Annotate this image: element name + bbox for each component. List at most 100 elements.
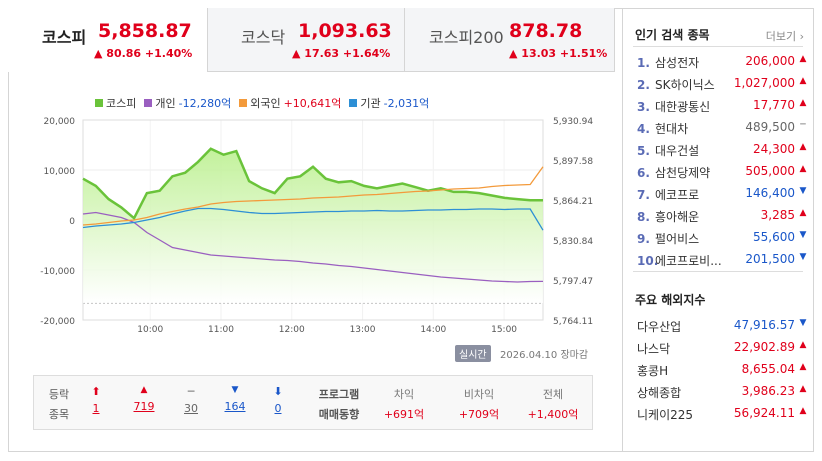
- world-title: 주요 해외지수: [635, 293, 706, 307]
- stock-name: SK하이닉스: [655, 78, 715, 92]
- index-price: 8,655.04: [741, 362, 795, 376]
- more-link[interactable]: 더보기 ›: [765, 30, 804, 43]
- y-left-tick-label: -20,000: [40, 317, 75, 327]
- tab-change: ▲ 80.86 +1.40%: [94, 47, 193, 60]
- index-price: 56,924.11: [733, 406, 795, 420]
- limit-down-count[interactable]: ⬇ 0: [273, 385, 283, 415]
- up-arrow-icon: ▲: [799, 164, 807, 174]
- popular-stock-item[interactable]: 10.에코프로비... 201,500 ▼: [637, 252, 806, 269]
- up-arrow-icon: ▲: [799, 98, 807, 108]
- tab-value: 1,093.63: [298, 20, 392, 42]
- popular-stock-item[interactable]: 5. 대우건설 24,300 ▲: [637, 142, 806, 159]
- chevron-right-icon: ›: [796, 30, 804, 43]
- index-price: 47,916.57: [733, 318, 795, 332]
- world-index-item[interactable]: 상해종합 3,986.23 ▲: [637, 384, 806, 401]
- tab-kospi200[interactable]: 코스피200 878.78 ▲ 13.03 +1.51%: [405, 8, 615, 72]
- down-arrow-icon: ▼: [799, 186, 807, 196]
- rank-number: 7.: [637, 188, 650, 202]
- market-stats: 등락 종목 ⬆ 1 ▲ 719 ─ 30 ▼ 164 ⬇ 0 프로그램 매매동향 차익 +691…: [33, 375, 593, 430]
- rank-number: 3.: [637, 100, 650, 114]
- realtime-badge: 실시간: [455, 345, 491, 362]
- up-arrow-icon: ▲: [799, 340, 807, 350]
- tab-kosdaq[interactable]: 코스닥 1,093.63 ▲ 17.63 +1.64%: [208, 8, 405, 72]
- rank-number: 5.: [637, 144, 650, 158]
- up-arrow-icon: ▲: [799, 208, 807, 218]
- program-total: 전체 +1,400억: [527, 388, 579, 421]
- up-count[interactable]: ▲ 719: [133, 385, 155, 413]
- legend-kospi[interactable]: 코스피: [95, 95, 136, 111]
- legend-swatch: [95, 99, 103, 107]
- stats-label: 등락 종목: [48, 388, 70, 421]
- y-right-tick-label: 5,830.84: [553, 237, 593, 247]
- popular-stock-item[interactable]: 2. SK하이닉스 1,027,000 ▲: [637, 76, 806, 93]
- popular-title: 인기 검색 종목: [635, 28, 710, 42]
- tab-change: ▲ 17.63 +1.64%: [292, 47, 391, 60]
- stock-price: 489,500: [745, 120, 795, 134]
- stock-name: 펄어비스: [655, 232, 700, 246]
- tab-value: 878.78: [509, 20, 583, 42]
- stock-name: 대한광통신: [655, 100, 711, 114]
- popular-stock-item[interactable]: 6. 삼천당제약 505,000 ▲: [637, 164, 806, 181]
- flat-count[interactable]: ─ 30: [184, 385, 198, 415]
- up-arrow-icon: ▲: [799, 406, 807, 416]
- popular-stock-item[interactable]: 4. 현대차 489,500 ─: [637, 120, 806, 137]
- y-right-tick-label: 5,897.58: [553, 157, 593, 167]
- x-tick-label: 11:00: [208, 325, 234, 332]
- rank-number: 9.: [637, 232, 650, 246]
- stock-name: 흥아해운: [655, 210, 700, 224]
- index-name: 홍콩H: [637, 364, 669, 378]
- legend-individual[interactable]: 개인 -12,280억: [144, 95, 231, 111]
- index-price: 22,902.89: [733, 340, 795, 354]
- popular-stock-item[interactable]: 1. 삼성전자 206,000 ▲: [637, 54, 806, 71]
- x-tick-label: 15:00: [491, 325, 517, 332]
- stock-price: 24,300: [753, 142, 795, 156]
- popular-stock-item[interactable]: 3. 대한광통신 17,770 ▲: [637, 98, 806, 115]
- limit-up-count[interactable]: ⬆ 1: [91, 385, 101, 415]
- down-arrow-icon: ▼: [799, 318, 807, 328]
- world-index-item[interactable]: 나스닥 22,902.89 ▲: [637, 340, 806, 357]
- tab-value: 5,858.87: [98, 20, 192, 42]
- x-tick-label: 13:00: [350, 325, 376, 332]
- world-index-item[interactable]: 다우산업 47,916.57 ▼: [637, 318, 806, 335]
- rank-number: 4.: [637, 122, 650, 136]
- legend-institution[interactable]: 기관 -2,031억: [349, 95, 429, 111]
- chart-date: 2026.04.10 장마감: [500, 350, 589, 361]
- index-name: 니케이225: [637, 408, 694, 422]
- tab-name: 코스닥: [241, 28, 286, 47]
- stock-price: 206,000: [745, 54, 795, 68]
- index-name: 상해종합: [637, 386, 682, 400]
- x-tick-label: 12:00: [279, 325, 305, 332]
- program-non-arbitrage: 비차익 +709억: [458, 388, 500, 421]
- divider: [633, 46, 803, 47]
- y-left-tick-label: 10,000: [44, 167, 76, 177]
- up-arrow-icon: ▲: [799, 54, 807, 64]
- index-name: 나스닥: [637, 342, 671, 356]
- tab-name: 코스피: [42, 28, 87, 47]
- popular-stock-item[interactable]: 9. 펄어비스 55,600 ▼: [637, 230, 806, 247]
- program-label: 프로그램 매매동향: [318, 388, 360, 421]
- world-index-item[interactable]: 니케이225 56,924.11 ▲: [637, 406, 806, 423]
- stock-price: 17,770: [753, 98, 795, 112]
- down-arrow-icon: ▼: [799, 252, 807, 262]
- series-line-2: [82, 166, 544, 226]
- popular-stock-item[interactable]: 7. 에코프로 146,400 ▼: [637, 186, 806, 203]
- tab-kospi[interactable]: 코스피 5,858.87 ▲ 80.86 +1.40%: [8, 8, 208, 72]
- world-index-item[interactable]: 홍콩H 8,655.04 ▲: [637, 362, 806, 379]
- rank-number: 10.: [637, 254, 659, 268]
- tab-change: ▲ 13.03 +1.51%: [509, 47, 608, 60]
- y-left-tick-label: 20,000: [44, 117, 76, 127]
- chart-legend: 코스피 개인 -12,280억 외국인 +10,641억 기관 -2,031억: [95, 95, 429, 111]
- y-right-tick-label: 5,764.11: [553, 317, 593, 327]
- popular-stock-item[interactable]: 8. 흥아해운 3,285 ▲: [637, 208, 806, 225]
- divider: [633, 271, 803, 272]
- y-left-tick-label: 0: [69, 217, 75, 227]
- legend-swatch: [144, 99, 153, 107]
- rank-number: 1.: [637, 56, 650, 70]
- y-right-tick-label: 5,930.94: [553, 117, 593, 127]
- side-panel: 인기 검색 종목 더보기 › 1. 삼성전자 206,000 ▲ 2. SK하이닉스 1,0…: [622, 8, 814, 452]
- up-arrow-icon: ▲: [799, 142, 807, 152]
- down-count[interactable]: ▼ 164: [224, 385, 246, 413]
- stock-price: 3,285: [760, 208, 795, 222]
- legend-foreign[interactable]: 외국인 +10,641억: [239, 95, 341, 111]
- stock-name: 삼천당제약: [655, 166, 711, 180]
